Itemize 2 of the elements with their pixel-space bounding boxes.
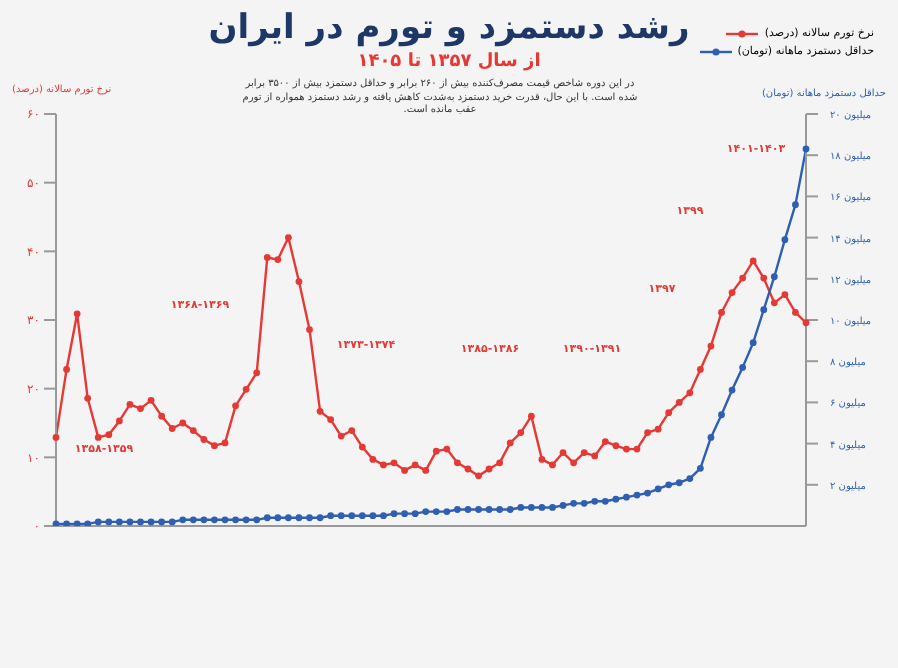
chart-subtitle: از سال ۱۳۵۷ تا ۱۴۰۵ <box>357 52 541 72</box>
chart-title: رشد دستمزد و تورم در ایران <box>208 8 690 48</box>
